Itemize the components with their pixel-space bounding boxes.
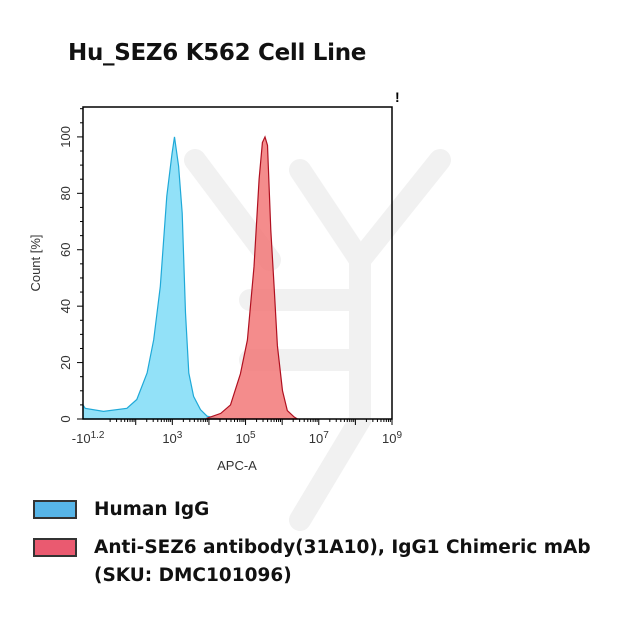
- y-tick-label: 0: [58, 415, 73, 422]
- y-tick-label: 80: [58, 186, 73, 200]
- legend-label: Human IgG: [94, 499, 210, 520]
- x-axis-label: APC-A: [217, 458, 257, 473]
- x-tick-label: 105: [236, 430, 256, 446]
- y-tick-label: 60: [58, 243, 73, 257]
- legend-swatch-blue: [33, 500, 77, 519]
- plot-frame: [82, 106, 393, 420]
- legend-item-human-igg: Human IgG: [33, 496, 623, 524]
- histogram-series-0: [82, 136, 221, 420]
- legend: Human IgG Anti-SEZ6 antibody(31A10), IgG…: [33, 496, 623, 600]
- legend-swatch-red: [33, 538, 77, 557]
- x-tick-label: 107: [309, 430, 329, 446]
- legend-item-anti-sez6: Anti-SEZ6 antibody(31A10), IgG1 Chimeric…: [33, 534, 623, 590]
- chart-title: Hu_SEZ6 K562 Cell Line: [68, 40, 367, 66]
- legend-label: Anti-SEZ6 antibody(31A10), IgG1 Chimeric…: [94, 537, 591, 586]
- x-tick-label: 103: [162, 430, 182, 446]
- x-tick-label: 109: [382, 430, 402, 446]
- y-tick-label: 20: [58, 355, 73, 369]
- y-tick-label: 40: [58, 299, 73, 313]
- y-axis-label: Count [%]: [28, 234, 43, 291]
- y-tick-label: 100: [58, 126, 73, 148]
- x-tick-label: -101.2: [72, 430, 105, 446]
- corner-marker: !: [395, 89, 400, 105]
- histogram-series-1: [206, 135, 298, 420]
